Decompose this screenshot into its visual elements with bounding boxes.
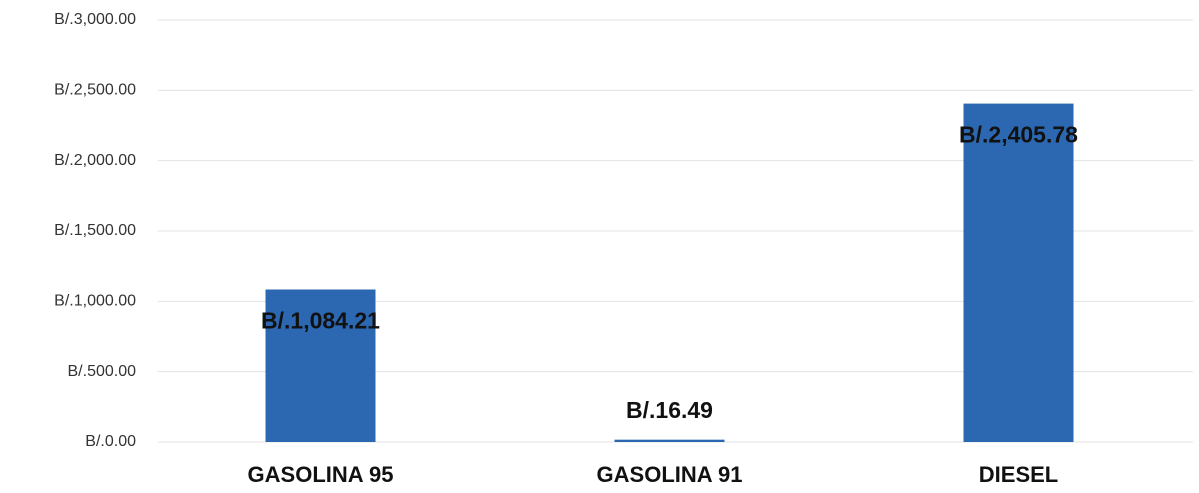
value-label: B/.2,405.78 [959, 122, 1078, 148]
y-tick-label: B/.2,000.00 [54, 152, 136, 169]
bar [963, 103, 1074, 442]
x-tick-label: GASOLINA 95 [248, 462, 394, 487]
y-tick-label: B/.500.00 [68, 363, 137, 380]
y-tick-label: B/.0.00 [85, 433, 136, 450]
value-label: B/.1,084.21 [261, 308, 380, 334]
x-tick-label: DIESEL [979, 462, 1058, 487]
y-tick-label: B/.1,000.00 [54, 293, 136, 310]
x-tick-label: GASOLINA 91 [597, 462, 743, 487]
bar [614, 439, 725, 442]
y-tick-label: B/.3,000.00 [54, 11, 136, 28]
bar [265, 289, 376, 442]
y-tick-label: B/.1,500.00 [54, 222, 136, 239]
y-tick-label: B/.2,500.00 [54, 82, 136, 99]
value-label: B/.16.49 [626, 397, 713, 423]
